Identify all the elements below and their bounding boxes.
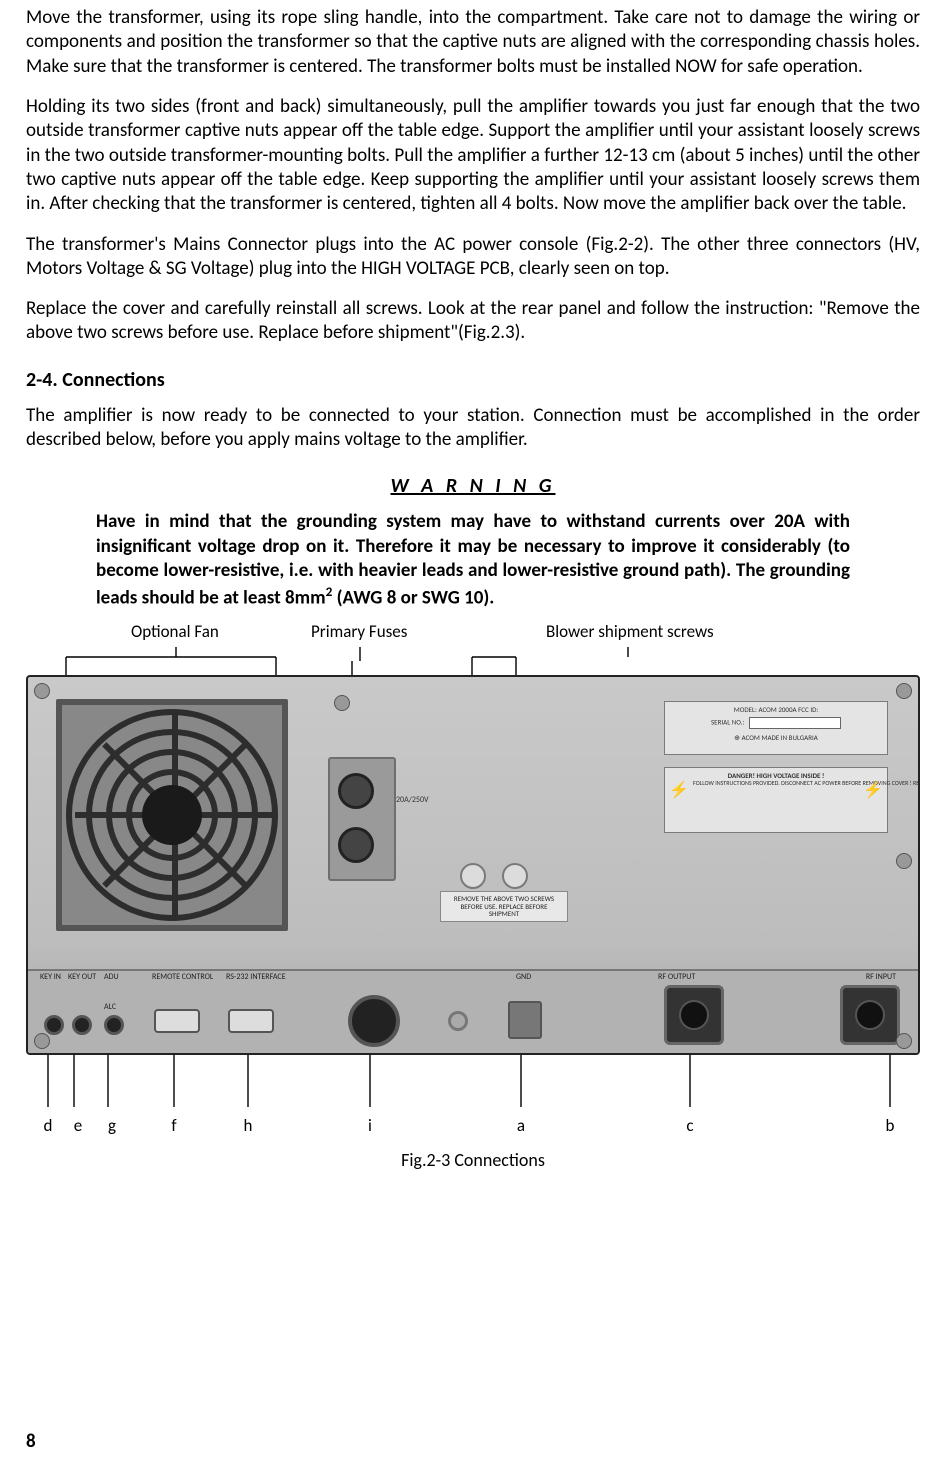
jack-adu-icon (104, 1015, 124, 1035)
fuse-rating-label: 20A/250V (396, 795, 429, 805)
danger-text: FOLLOW INSTRUCTIONS PROVIDED. DISCONNECT… (693, 780, 859, 787)
section-heading-connections: 2-4. Connections (26, 368, 920, 392)
shipment-screws-label: REMOVE THE ABOVE TWO SCREWS BEFORE USE. … (440, 891, 568, 922)
callout-letter-h: h (244, 1115, 253, 1136)
paragraph-bolt-procedure: Holding its two sides (front and back) s… (26, 95, 920, 217)
callout-blower-screws: Blower shipment screws (546, 621, 714, 642)
amplifier-rear-panel-photo: 20A/250V REMOVE THE ABOVE TWO SCREWS BEF… (26, 675, 920, 1055)
rf-output-connector-icon (664, 985, 724, 1045)
chassis-screw-icon (334, 695, 350, 711)
model-plate-line3: ⊕ ACOM MADE IN BULGARIA (671, 734, 881, 742)
callout-letter-b: b (886, 1115, 895, 1136)
danger-plate: ⚡ ⚡ DANGER! HIGH VOLTAGE INSIDE ! FOLLOW… (664, 767, 888, 833)
callout-letter-d: d (44, 1115, 53, 1136)
callout-lines-bottom (26, 1055, 920, 1115)
blower-shipment-screw-icon (502, 863, 528, 889)
blower-shipment-screw-icon (460, 863, 486, 889)
model-plate: MODEL: ACOM 2000A FCC ID: SERIAL NO.: ⊕ … (664, 701, 888, 755)
label-gnd: GND (516, 973, 531, 981)
chassis-screw-icon (896, 683, 912, 699)
paragraph-transformer-insert: Move the transformer, using its rope sli… (26, 6, 920, 79)
primary-fuses-icon (328, 757, 396, 881)
paragraph-connectors: The transformer's Mains Connector plugs … (26, 233, 920, 282)
jack-key-out-icon (72, 1015, 92, 1035)
label-rf-output: RF OUTPUT (658, 973, 695, 981)
model-plate-line2: SERIAL NO.: (711, 717, 744, 726)
lightning-icon: ⚡ (863, 782, 881, 800)
connector-strip: KEY IN KEY OUT ADU ALC REMOTE CONTROL RS… (28, 969, 918, 1053)
callout-letters-row: de g f h i a c b (26, 1115, 920, 1137)
callout-letter-i: i (368, 1115, 372, 1136)
jack-key-in-icon (44, 1015, 64, 1035)
port-remote-control-icon (154, 1009, 200, 1033)
serial-number-box (749, 717, 841, 729)
rf-input-connector-icon (840, 985, 900, 1045)
warning-text-post: (AWG 8 or SWG 10). (332, 587, 494, 610)
label-key-in: KEY IN (40, 973, 61, 981)
chassis-screw-icon (896, 853, 912, 869)
chassis-screw-icon (448, 1011, 468, 1031)
callout-primary-fuses: Primary Fuses (311, 621, 407, 642)
label-alc: ALC (104, 1003, 116, 1011)
label-adu: ADU (104, 973, 119, 981)
figure-caption: Fig.2-3 Connections (26, 1149, 920, 1171)
callout-letter-g: g (108, 1115, 116, 1136)
paragraph-connections-intro: The amplifier is now ready to be connect… (26, 404, 920, 453)
port-rs232-icon (228, 1009, 274, 1033)
page-number: 8 (26, 1430, 36, 1453)
ac-mains-socket-icon (348, 995, 400, 1047)
warning-body: Have in mind that the grounding system m… (96, 510, 850, 611)
label-remote: REMOTE CONTROL (152, 973, 213, 981)
paragraph-cover: Replace the cover and carefully reinstal… (26, 297, 920, 346)
model-plate-line1: MODEL: ACOM 2000A FCC ID: (671, 706, 881, 714)
chassis-screw-icon (896, 1033, 912, 1049)
label-rf-input: RF INPUT (866, 973, 896, 981)
callout-letter-f: f (171, 1115, 176, 1136)
callout-optional-fan: Optional Fan (131, 621, 219, 642)
chassis-screw-icon (34, 683, 50, 699)
warning-heading: W A R N I N G (26, 474, 920, 498)
fan-grille-icon (56, 699, 288, 931)
chassis-screw-icon (34, 1033, 50, 1049)
callout-letter-a: a (517, 1115, 525, 1136)
ground-post-icon (508, 1001, 542, 1039)
figure-2-3: Optional Fan Primary Fuses Blower shipme… (26, 621, 920, 1171)
label-key-out: KEY OUT (68, 973, 96, 981)
callout-lines-top (26, 647, 920, 675)
callout-letter-e: e (74, 1115, 82, 1136)
lightning-icon: ⚡ (669, 782, 687, 800)
label-rs232: RS-232 INTERFACE (226, 973, 286, 981)
callout-letter-c: c (686, 1115, 693, 1136)
